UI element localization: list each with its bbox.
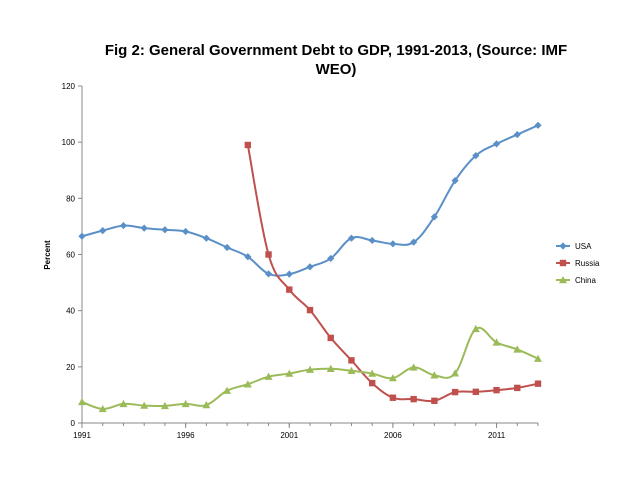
data-point-usa [161,226,169,234]
data-point-china [534,354,542,362]
data-point-china [409,363,418,371]
legend-label-usa: USA [575,242,592,251]
data-point-usa [264,270,273,278]
legend-label-russia: Russia [575,259,600,268]
legend-item-russia: Russia [556,259,600,268]
y-tick-label: 60 [66,251,75,260]
y-tick-label: 100 [62,138,76,147]
data-point-russia [472,388,480,396]
data-point-china [264,372,273,380]
data-point-china [306,365,314,373]
data-point-russia [389,394,397,401]
series-russia [244,141,542,405]
data-point-usa [306,263,314,271]
data-point-usa [347,234,356,242]
data-point-usa [410,238,418,246]
y-axis-ticks: 0 20 40 60 80 100 120 [62,82,82,428]
data-point-china [243,380,252,388]
data-point-russia [368,379,376,387]
data-point-russia [451,388,459,396]
data-point-usa [78,232,86,240]
data-point-russia [493,386,500,394]
data-point-russia [514,384,521,392]
data-point-china [430,371,439,379]
legend-marker-usa [559,242,567,250]
data-point-china [326,364,335,372]
data-point-usa [202,234,210,242]
data-point-china [368,369,377,377]
legend-marker-china [559,276,567,284]
data-point-usa [140,224,148,232]
data-series [78,121,542,413]
data-point-russia [286,286,293,293]
data-point-china [181,399,190,408]
data-point-russia [244,141,252,149]
data-point-russia [348,357,355,364]
data-point-usa [472,152,480,160]
data-point-usa [119,221,128,230]
legend-marker-russia [559,259,567,267]
x-tick-label: 2001 [280,431,298,440]
data-point-usa [223,243,231,252]
x-tick-label: 2011 [488,431,506,440]
data-point-china [451,369,460,377]
data-point-usa [285,270,293,278]
legend-item-china: China [556,276,596,285]
chart-title-line1: Fig 2: General Government Debt to GDP, 1… [105,42,567,59]
data-point-usa [389,240,397,248]
data-point-russia [534,380,542,387]
data-point-russia [327,334,334,342]
x-tick-label: 1991 [73,431,91,440]
data-point-china [160,401,169,410]
data-point-china [513,345,522,353]
data-point-usa [368,236,376,245]
series-line-usa [81,124,539,277]
data-point-china [202,401,211,409]
data-point-usa [244,253,252,261]
data-point-usa [492,140,501,148]
y-tick-label: 20 [66,363,75,372]
data-point-china [471,324,480,333]
x-tick-label: 2006 [384,431,402,440]
data-point-usa [430,213,438,221]
data-point-china [140,401,149,409]
legend-label-china: China [575,276,596,285]
y-tick-label: 40 [66,307,75,316]
data-point-russia [265,251,272,258]
data-point-china [492,338,501,346]
data-point-china [223,386,232,394]
data-point-usa [182,227,190,236]
chart-title-line2: WEO) [316,61,357,78]
y-tick-label: 80 [66,194,75,203]
data-point-china [388,374,397,382]
data-point-china [119,399,128,408]
data-point-usa [99,227,107,235]
series-usa [78,121,542,278]
legend: USA Russia China [556,242,600,285]
data-point-usa [534,121,542,129]
data-point-usa [451,177,459,185]
data-point-china [98,404,107,413]
legend-item-usa: USA [556,242,592,251]
data-point-russia [306,306,314,314]
data-point-china [285,369,294,377]
data-point-china [78,397,86,406]
y-tick-label: 0 [71,419,76,428]
x-axis-ticks: 1991 1996 2001 2006 2011 [73,423,539,440]
y-tick-label: 120 [62,82,76,91]
data-point-china [347,366,356,374]
y-axis-label: Percent [43,240,52,270]
data-point-usa [327,254,335,263]
data-point-usa [513,130,521,139]
series-china [78,324,542,413]
x-tick-label: 1996 [177,431,195,440]
data-point-russia [431,397,438,405]
data-point-russia [410,395,417,403]
